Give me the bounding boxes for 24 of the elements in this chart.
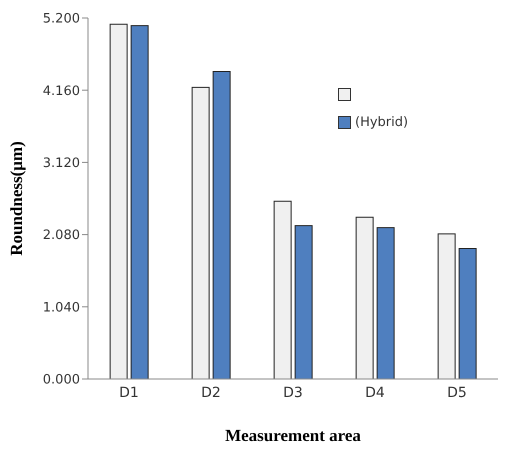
- y-tick-label: 2.080: [42, 228, 80, 244]
- bar: [212, 70, 231, 379]
- y-tick-label: 5.200: [42, 12, 80, 27]
- x-tick-label: D1: [119, 384, 139, 401]
- bar: [438, 233, 456, 379]
- x-tick-label: D3: [283, 384, 303, 401]
- x-tick-label: D4: [365, 384, 385, 401]
- y-axis-title: Roundness(μm): [7, 141, 26, 256]
- bar: [130, 25, 149, 379]
- y-tick-label: 3.120: [42, 156, 80, 172]
- x-tick-label: D5: [447, 384, 467, 401]
- bar: [192, 86, 210, 379]
- bar: [376, 227, 395, 379]
- bar: [110, 24, 128, 379]
- bar: [274, 200, 292, 379]
- bar: [458, 248, 477, 379]
- bar: [356, 216, 374, 379]
- y-tick-label: 0.000: [42, 372, 80, 388]
- x-tick-label: D2: [201, 384, 221, 401]
- legend-label: (Hybrid): [355, 114, 408, 130]
- y-tick-label: 4.160: [42, 84, 80, 99]
- y-tick-label: 1.040: [42, 300, 80, 316]
- x-axis-title: Measurement area: [225, 426, 362, 445]
- bar: [294, 225, 313, 379]
